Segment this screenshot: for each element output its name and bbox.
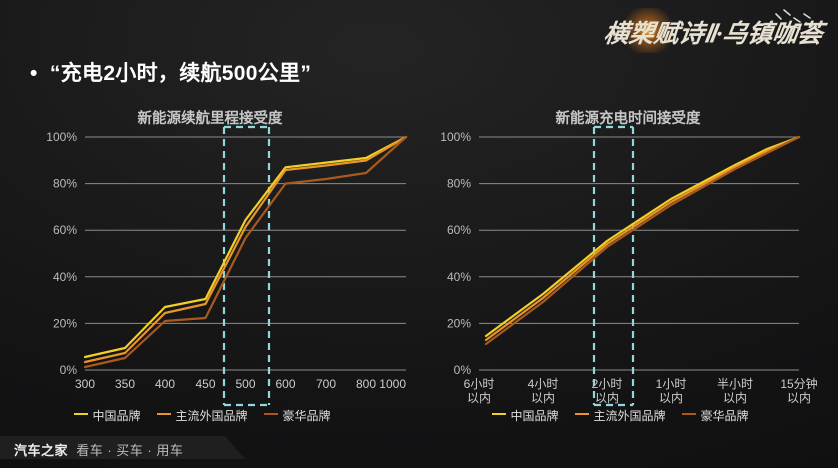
- svg-text:6小时: 6小时: [464, 377, 495, 391]
- svg-text:0%: 0%: [454, 363, 472, 377]
- svg-text:40%: 40%: [53, 270, 77, 284]
- svg-text:4小时: 4小时: [528, 377, 559, 391]
- svg-text:1小时: 1小时: [656, 377, 687, 391]
- svg-text:横槊赋诗Ⅱ·乌镇咖荟: 横槊赋诗Ⅱ·乌镇咖荟: [602, 20, 829, 48]
- svg-text:15分钟: 15分钟: [780, 376, 817, 391]
- svg-text:100%: 100%: [440, 130, 471, 144]
- svg-text:450: 450: [195, 377, 215, 391]
- svg-text:80%: 80%: [447, 177, 471, 191]
- svg-text:80%: 80%: [53, 177, 77, 191]
- svg-text:600: 600: [275, 377, 295, 391]
- svg-text:500: 500: [235, 377, 255, 391]
- svg-text:20%: 20%: [53, 316, 77, 330]
- svg-text:以内: 以内: [723, 391, 747, 405]
- svg-text:1000: 1000: [379, 377, 406, 391]
- svg-text:2小时: 2小时: [592, 377, 623, 391]
- svg-text:400: 400: [155, 377, 175, 391]
- svg-text:60%: 60%: [53, 223, 77, 237]
- svg-text:40%: 40%: [447, 270, 471, 284]
- svg-text:半小时: 半小时: [717, 377, 753, 391]
- svg-text:0%: 0%: [60, 363, 78, 377]
- svg-text:以内: 以内: [659, 391, 683, 405]
- svg-text:60%: 60%: [447, 223, 471, 237]
- svg-text:以内: 以内: [787, 391, 811, 405]
- svg-text:20%: 20%: [447, 316, 471, 330]
- svg-text:100%: 100%: [46, 130, 77, 144]
- svg-text:350: 350: [115, 377, 135, 391]
- svg-text:300: 300: [75, 377, 95, 391]
- svg-text:700: 700: [316, 377, 336, 391]
- svg-text:以内: 以内: [467, 391, 491, 405]
- svg-text:800: 800: [356, 377, 376, 391]
- svg-text:以内: 以内: [531, 391, 555, 405]
- svg-text:以内: 以内: [595, 391, 619, 405]
